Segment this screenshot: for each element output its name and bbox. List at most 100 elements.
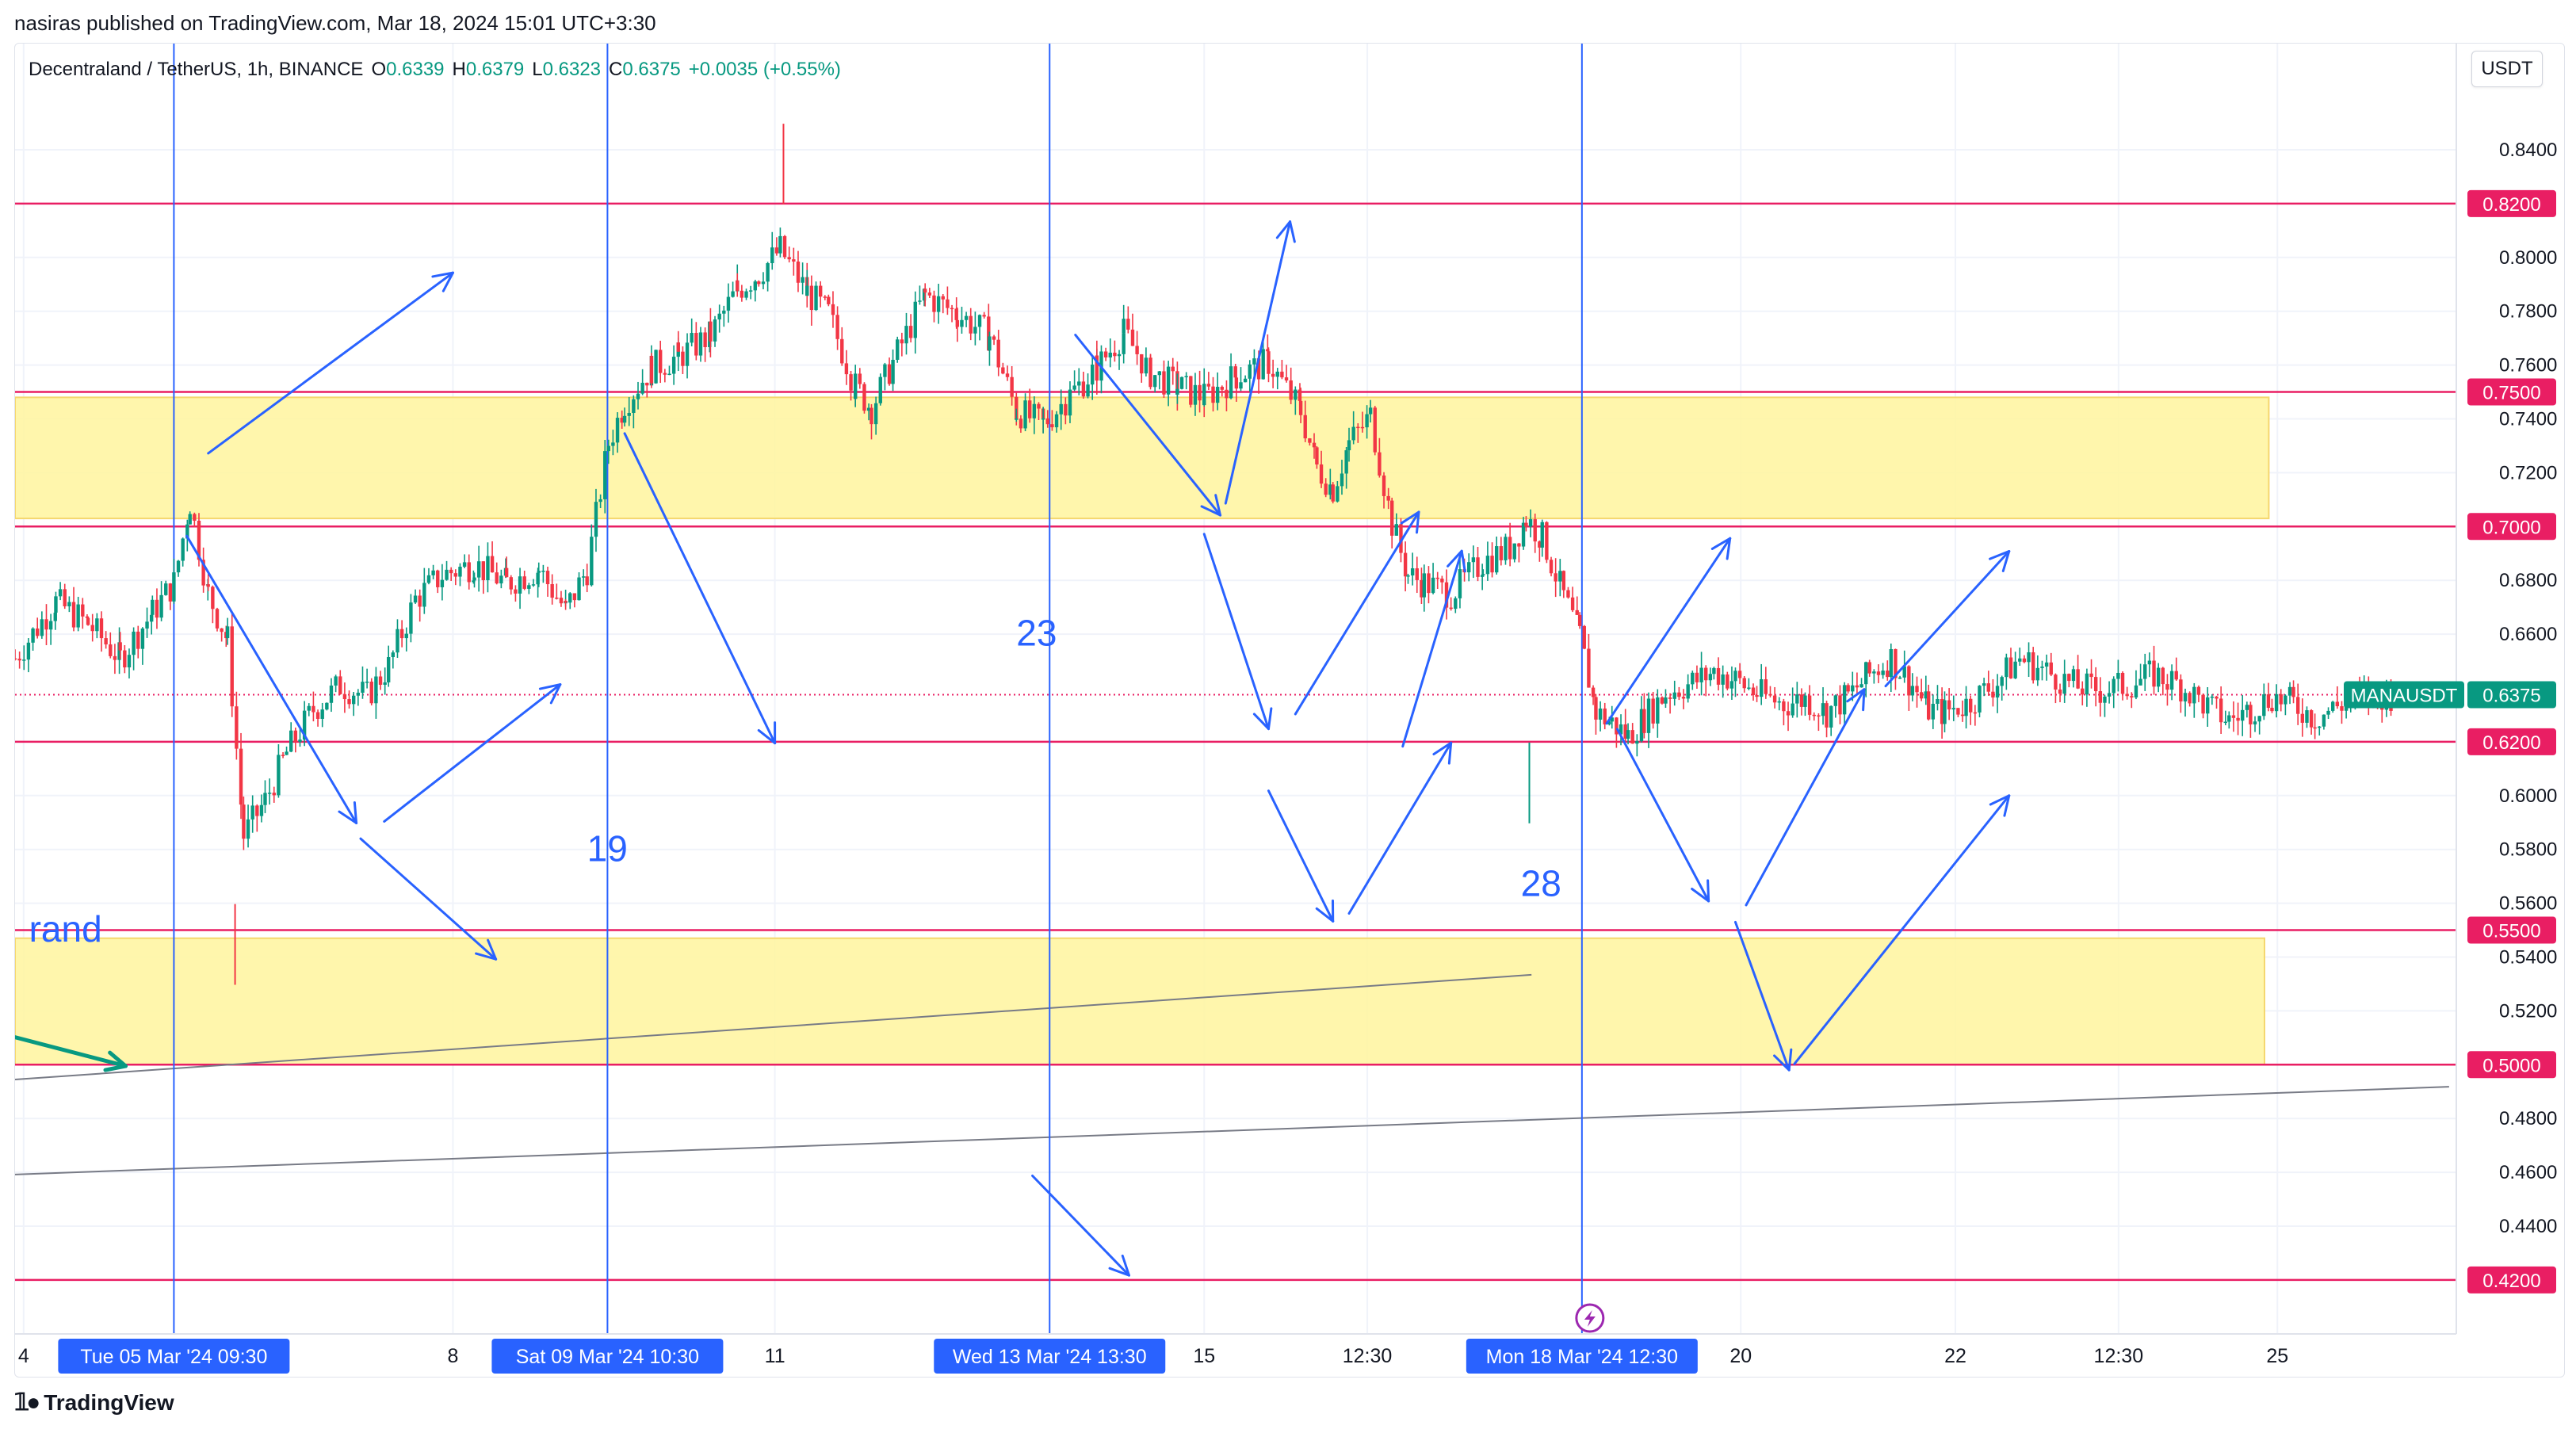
candle-body (2125, 694, 2129, 697)
trend-arrow[interactable] (359, 837, 498, 961)
plot-area[interactable]: 19 23 28 rand (15, 44, 2456, 1334)
candle-body (2309, 710, 2314, 728)
trend-arrow[interactable] (1745, 688, 1866, 907)
trend-arrow[interactable] (1031, 1175, 1130, 1277)
trend-arrow[interactable] (1224, 220, 1296, 505)
candle-body (1943, 700, 1947, 724)
trend-arrow[interactable] (1793, 794, 2011, 1065)
symbol-title[interactable]: Decentraland / TetherUS, 1h, BINANCE (29, 59, 364, 80)
candle-body (159, 594, 163, 618)
candle-body (1490, 556, 1494, 573)
trend-arrow[interactable] (383, 683, 562, 823)
candle-body (878, 376, 882, 403)
candle-body (495, 572, 499, 584)
candle-body (215, 609, 220, 629)
candle-body (1090, 365, 1095, 385)
candle-body (1298, 400, 1303, 415)
candle-body (132, 631, 136, 655)
candle-body (606, 445, 610, 452)
candle-body (2147, 660, 2152, 665)
trend-arrow[interactable] (623, 432, 777, 745)
candle-body (176, 560, 181, 573)
trend-arrow[interactable] (1294, 510, 1420, 716)
chart-frame[interactable]: 19 23 28 rand 0.4400 0.4600 0.4800 0.5200 0.5400… (14, 43, 2565, 1378)
candle-body (1028, 400, 1032, 418)
trend-arrow[interactable] (1733, 920, 1793, 1072)
candlestick-chart[interactable]: 19 23 28 rand 0.4400 0.4600 0.4800 0.5200 0.5400… (15, 44, 2564, 1377)
candle-body (522, 576, 526, 589)
trend-line[interactable] (15, 973, 1532, 1080)
trend-arrow[interactable] (1074, 334, 1222, 517)
candle-body (386, 657, 391, 682)
candle-body (1410, 568, 1415, 576)
trend-arrow[interactable] (1347, 741, 1453, 915)
trend-arrow[interactable] (1884, 550, 2011, 688)
green-arrow[interactable] (15, 1035, 128, 1072)
candle-body (2138, 678, 2142, 686)
candle-body (1037, 403, 1041, 409)
candle-body (831, 304, 835, 315)
trend-arrow[interactable] (1605, 537, 1732, 725)
candle-body (774, 247, 779, 254)
trend-arrow[interactable] (207, 271, 454, 455)
tradingview-logo-icon: 𝟙● (14, 1389, 40, 1416)
candle-body (1795, 694, 1799, 704)
candle-body (1528, 519, 1533, 527)
candle-body (1742, 678, 1746, 689)
candle-body (2279, 694, 2283, 705)
candle-body (853, 373, 858, 399)
ohlc-low: L0.6323 (532, 59, 602, 80)
trend-arrow[interactable] (1401, 549, 1466, 748)
time-marker-badge (491, 1339, 724, 1374)
currency-button[interactable]: USDT (2471, 51, 2543, 87)
lightning-icon[interactable] (1575, 1303, 1605, 1333)
candle-body (2318, 726, 2322, 728)
candle-body (1248, 364, 1252, 379)
candle-body (2013, 661, 2017, 678)
candle-body (235, 706, 239, 749)
candle-body (145, 621, 149, 629)
candle-body (1045, 418, 1049, 425)
candle-body (581, 576, 586, 578)
candle-body (1558, 571, 1562, 582)
time-tick-label: 12:30 (2094, 1345, 2144, 1367)
trend-arrow[interactable] (1616, 728, 1710, 903)
candle-body (627, 412, 631, 416)
candle-body (645, 382, 649, 386)
trend-arrow[interactable] (1202, 533, 1273, 731)
candle-body (1406, 575, 1410, 577)
ohlc-close: C0.6375 (609, 59, 681, 80)
candle-body (1162, 371, 1166, 395)
candle-body (667, 373, 671, 376)
candle-body (140, 628, 145, 649)
candle-body (1427, 573, 1431, 594)
price-axis[interactable]: 0.4400 0.4600 0.4800 0.5200 0.5400 0.5600 0.58… (2344, 44, 2557, 1334)
candle-body (2179, 679, 2183, 701)
trend-arrow[interactable] (185, 534, 358, 824)
level-price-label: 0.7000 (2482, 517, 2540, 538)
footer-brand[interactable]: 𝟙● TradingView (14, 1389, 174, 1416)
candle-body (1561, 571, 1566, 590)
candle-body (486, 556, 490, 580)
candle-body (698, 332, 703, 356)
candle-body (1894, 648, 1898, 678)
trend-arrow[interactable] (1267, 789, 1335, 923)
trend-line[interactable] (15, 1086, 2449, 1175)
candle-body (449, 569, 453, 574)
candle-body (685, 342, 690, 366)
annotation-label: 19 (587, 827, 628, 869)
candle-body (932, 295, 936, 312)
level-price-label: 0.8200 (2482, 194, 2540, 216)
candle-body (1737, 671, 1742, 678)
supply-demand-zone[interactable] (15, 396, 2270, 520)
candle-body (1764, 679, 1768, 694)
candle-body (36, 628, 40, 636)
candle-body (1577, 614, 1582, 626)
candle-body (272, 793, 276, 796)
candle-body (2027, 652, 2031, 663)
candle-body (1041, 418, 1045, 420)
candle-body (960, 319, 964, 327)
drawing-arrows[interactable] (15, 220, 2011, 1277)
candle-body (977, 315, 982, 327)
time-axis[interactable]: 4 8 11 15 12:30 20 22 12:30 25 Tue 05 Mar '24 09:… (15, 1333, 2456, 1374)
